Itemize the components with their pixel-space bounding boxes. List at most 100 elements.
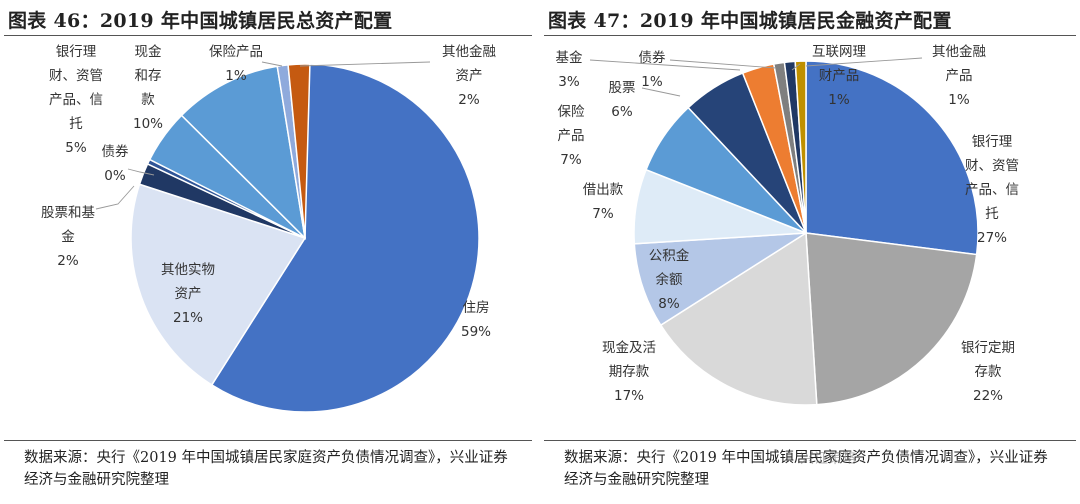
slice-label: 保险产品 1% [209,44,263,84]
figure-title-right: 图表 47：2019 年中国城镇居民金融资产配置 [548,10,952,32]
slice-label: 基金 3% [556,49,584,90]
source-divider [4,440,532,441]
slice-label-line: 21% [173,310,203,326]
source-note-right: 数据来源：央行《2019 年中国城镇居民家庭资产负债情况调查》，兴业证券经济与金… [564,450,1048,488]
slice-label-line: 2% [57,253,79,269]
leader-line [95,185,135,210]
slice-label-line: 资产 [175,286,202,302]
pie-slice [130,183,307,386]
slice-label-line: 托 [985,206,999,222]
pie-slice [659,231,818,406]
slice-label-line: 借出款 [583,182,624,198]
pie-slice [180,65,307,241]
slice-label-line: 产品 [946,68,973,84]
figure-title-left: 图表 46：2019 年中国城镇居民总资产配置 [8,10,393,32]
title-divider [4,35,532,36]
slice-label-line: 保险产品 [209,44,263,60]
slice-label-line: 余额 [656,271,684,288]
slice-label: 住房 59% [461,300,491,340]
pie-chart-total-assets: 住房 59%其他实物资产 21%股票和基金 2%债券 0%银行理财、资管产品、信托 5%现… [41,44,496,413]
slice-label-line: 债券 [639,50,667,66]
slice-label-line: 期存款 [609,364,650,380]
pie-slice [805,232,978,406]
slice-label: 借出款 7% [583,182,624,222]
slice-label-line: 1% [641,74,663,90]
slice-label: 银行定期存款 22% [961,340,1015,404]
slice-label-line: 财、资管 [49,68,103,84]
slice-label-line: 7% [592,206,614,222]
slice-label-line: 10% [133,116,163,132]
pie-slice [794,60,807,234]
slice-label-line: 27% [977,230,1007,246]
pie-slice [805,60,979,256]
slice-label: 现金和存款 10% [133,44,163,132]
slice-label-line: 资产 [456,68,483,84]
slice-label-line: 7% [560,152,582,168]
slice-label: 其他金融资产 2% [442,44,496,108]
slice-label-line: 其他实物 [161,262,215,278]
slice-label-line: 银行理 [972,134,1013,150]
slice-label-line: 22% [973,388,1003,404]
slice-label: 保险产品 7% [558,104,586,168]
slice-label-line: 8% [658,296,680,312]
slice-label: 公积金余额 8% [649,248,690,312]
slice-label-line: 股票和基 [41,204,95,221]
slice-label-line: 股票 [609,80,636,96]
slice-label-line: 财产品 [819,68,860,84]
slice-label-line: 住房 [463,300,490,316]
slice-label: 债券 1% [639,50,667,90]
slice-label-line: 和存 [135,68,162,84]
slice-label-line: 产品、信 [49,92,103,108]
slice-label-line: 保险 [558,104,586,120]
slice-label: 股票和基金 2% [41,204,95,269]
chart-panel-right: 图表 47：2019 年中国城镇居民金融资产配置 银行理财、资管产品、信托 27%… [540,0,1080,504]
slice-label-line: 互联网理 [812,44,866,60]
slice-label-line: 产品、信 [965,182,1019,198]
slice-label-line: 59% [461,324,491,340]
leader-line [589,59,741,71]
leader-line [127,168,155,176]
title-divider [544,35,1076,36]
leader-line [669,59,777,69]
slice-label-line: 债券 [102,144,129,160]
pie-chart-financial-assets: 银行理财、资管产品、信托 27% 银行定期存款 22% 现金及活期存款 17% 公积金余额 8… [556,44,1019,406]
slice-label-line: 1% [828,92,850,108]
slice-label-line: 5% [65,140,87,156]
slice-label: 互联网理财产品 1% [812,44,866,108]
slice-label-line: 基金 [556,49,584,66]
watermark: 兴证策略 [800,451,856,467]
leader-line [261,61,283,67]
chart-panel-left: 图表 46：2019 年中国城镇居民总资产配置 住房 59% 其他实物资产 21% 股票… [0,0,536,504]
slice-label-line: 银行定期 [961,340,1015,356]
leader-line [791,63,801,71]
pie-slice [287,63,311,239]
slice-label-line: 现金 [135,44,162,60]
slice-label-line: 1% [948,92,970,108]
slice-label-line: 6% [611,104,633,120]
slice-label-line: 托 [69,116,83,132]
source-note-left: 数据来源：央行《2019 年中国城镇居民家庭资产负债情况调查》，兴业证券经济与金… [24,450,508,488]
leader-line [805,57,923,67]
slice-label-line: 其他金融 [442,44,496,60]
slice-label-line: 款 [141,92,155,108]
slice-label: 股票 6% [609,80,636,120]
slice-label-line: 存款 [975,364,1003,380]
slice-label: 其他金融产品 1% [932,44,986,108]
slice-label-line: 金 [61,229,75,245]
slice-label-line: 2% [458,92,480,108]
slice-label-line: 公积金 [649,248,690,264]
slice-label: 现金及活期存款 17% [602,340,656,404]
slice-label-line: 现金及活 [602,340,656,356]
slice-label-line: 其他金融 [932,44,986,60]
slice-label: 债券 0% [102,144,129,184]
slice-label-line: 17% [614,388,644,404]
slice-label-line: 产品 [558,128,585,144]
source-divider [544,440,1076,441]
slice-label: 银行理财、资管产品、信托 5% [49,44,103,156]
leader-line [299,61,431,67]
leader-line [641,87,681,97]
slice-label: 其他实物资产 21% [161,262,215,326]
slice-label-line: 0% [104,168,126,184]
pie-slice [210,63,480,413]
slice-label-line: 3% [558,74,580,90]
